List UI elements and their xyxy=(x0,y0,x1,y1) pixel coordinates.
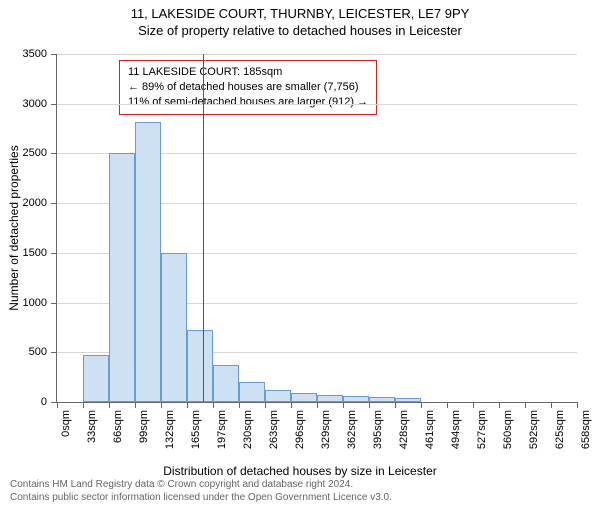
histogram-bar xyxy=(83,355,109,402)
y-tick-label: 3500 xyxy=(23,48,57,60)
histogram-bar xyxy=(187,330,213,402)
chart-container: 11, LAKESIDE COURT, THURNBY, LEICESTER, … xyxy=(0,6,600,506)
x-tick-label: 494sqm xyxy=(450,410,462,449)
footer-attribution: Contains HM Land Registry data © Crown c… xyxy=(10,478,392,504)
histogram-bar xyxy=(161,253,187,402)
y-tick-label: 500 xyxy=(29,346,57,358)
x-tick-label: 362sqm xyxy=(346,410,358,449)
histogram-bar xyxy=(239,382,265,402)
x-tick xyxy=(135,402,136,408)
callout-line3: 11% of semi-detached houses are larger (… xyxy=(128,95,368,110)
x-tick xyxy=(291,402,292,408)
x-tick xyxy=(395,402,396,408)
x-tick-label: 263sqm xyxy=(268,410,280,449)
x-tick xyxy=(525,402,526,408)
x-tick xyxy=(213,402,214,408)
callout-box: 11 LAKESIDE COURT: 185sqm ← 89% of detac… xyxy=(119,60,377,115)
x-tick-label: 592sqm xyxy=(528,410,540,449)
histogram-bar xyxy=(109,153,135,402)
x-tick-label: 0sqm xyxy=(60,410,72,437)
x-tick-label: 461sqm xyxy=(424,410,436,449)
x-tick-label: 230sqm xyxy=(242,410,254,449)
x-tick xyxy=(343,402,344,408)
x-tick-label: 560sqm xyxy=(502,410,514,449)
x-tick-label: 33sqm xyxy=(86,410,98,443)
x-tick-label: 527sqm xyxy=(476,410,488,449)
x-tick xyxy=(473,402,474,408)
histogram-bar xyxy=(135,122,161,402)
y-tick-label: 1500 xyxy=(23,247,57,259)
x-tick-label: 66sqm xyxy=(112,410,124,443)
histogram-bar xyxy=(343,396,369,402)
x-tick xyxy=(447,402,448,408)
x-tick xyxy=(369,402,370,408)
histogram-bar xyxy=(291,393,317,402)
y-tick-label: 2000 xyxy=(23,197,57,209)
histogram-bar xyxy=(265,390,291,402)
page-title: 11, LAKESIDE COURT, THURNBY, LEICESTER, … xyxy=(0,6,600,21)
y-axis-title: Number of detached properties xyxy=(7,145,21,310)
page-subtitle: Size of property relative to detached ho… xyxy=(0,23,600,38)
x-tick-label: 132sqm xyxy=(164,410,176,449)
x-tick xyxy=(187,402,188,408)
y-tick-label: 1000 xyxy=(23,297,57,309)
footer-line2: Contains public sector information licen… xyxy=(10,491,392,504)
y-tick-label: 0 xyxy=(41,396,57,408)
y-tick-label: 3000 xyxy=(23,98,57,110)
histogram-bar xyxy=(317,395,343,402)
grid-line xyxy=(57,54,577,55)
grid-line xyxy=(57,104,577,105)
x-tick xyxy=(161,402,162,408)
x-tick xyxy=(109,402,110,408)
x-tick-label: 197sqm xyxy=(216,410,228,449)
histogram-bar xyxy=(213,365,239,402)
x-tick-label: 165sqm xyxy=(190,410,202,449)
histogram-bar xyxy=(395,398,421,402)
marker-line xyxy=(203,54,204,402)
x-tick xyxy=(499,402,500,408)
callout-line2: ← 89% of detached houses are smaller (7,… xyxy=(128,80,368,95)
x-tick-label: 395sqm xyxy=(372,410,384,449)
x-tick-label: 99sqm xyxy=(138,410,150,443)
x-axis-title: Distribution of detached houses by size … xyxy=(0,464,600,478)
x-tick xyxy=(551,402,552,408)
callout-line1: 11 LAKESIDE COURT: 185sqm xyxy=(128,65,368,80)
histogram-bar xyxy=(369,397,395,402)
x-tick-label: 658sqm xyxy=(580,410,592,449)
y-tick-label: 2500 xyxy=(23,147,57,159)
x-tick-label: 296sqm xyxy=(294,410,306,449)
x-tick-label: 428sqm xyxy=(398,410,410,449)
chart-plot-area: 11 LAKESIDE COURT: 185sqm ← 89% of detac… xyxy=(56,54,577,403)
x-tick xyxy=(83,402,84,408)
x-tick xyxy=(265,402,266,408)
x-tick xyxy=(239,402,240,408)
x-tick xyxy=(421,402,422,408)
x-tick xyxy=(317,402,318,408)
x-tick xyxy=(577,402,578,408)
x-tick-label: 329sqm xyxy=(320,410,332,449)
footer-line1: Contains HM Land Registry data © Crown c… xyxy=(10,478,392,491)
x-tick-label: 625sqm xyxy=(554,410,566,449)
x-tick xyxy=(57,402,58,408)
